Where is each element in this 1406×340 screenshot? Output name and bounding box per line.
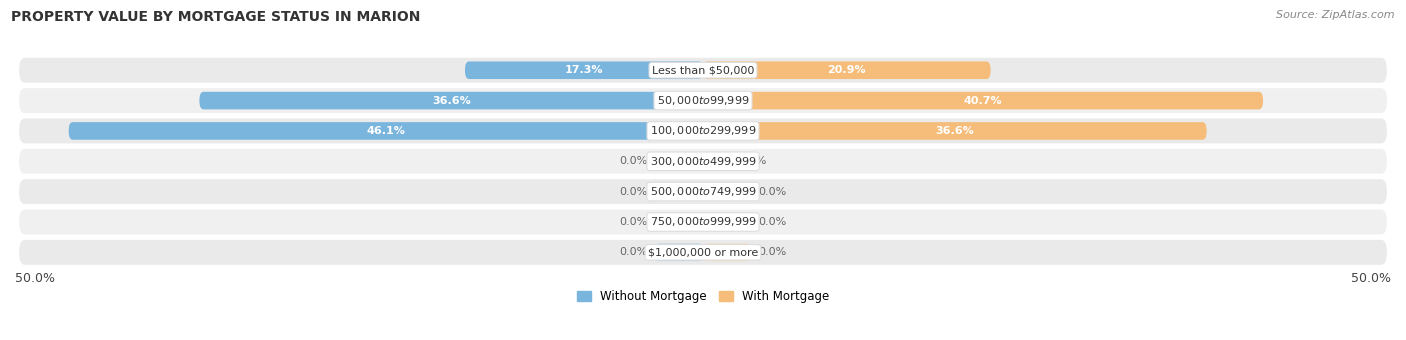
Text: 0.0%: 0.0% — [620, 187, 648, 197]
FancyBboxPatch shape — [703, 152, 728, 170]
Text: 20.9%: 20.9% — [828, 65, 866, 75]
Text: 17.3%: 17.3% — [565, 65, 603, 75]
Text: 40.7%: 40.7% — [963, 96, 1002, 106]
Text: 0.0%: 0.0% — [758, 187, 786, 197]
FancyBboxPatch shape — [655, 152, 703, 170]
Text: 0.0%: 0.0% — [620, 156, 648, 166]
FancyBboxPatch shape — [465, 62, 703, 79]
Text: 50.0%: 50.0% — [1351, 272, 1391, 285]
Text: Source: ZipAtlas.com: Source: ZipAtlas.com — [1277, 10, 1395, 20]
FancyBboxPatch shape — [655, 213, 703, 231]
FancyBboxPatch shape — [20, 149, 1386, 174]
FancyBboxPatch shape — [20, 88, 1386, 113]
FancyBboxPatch shape — [655, 243, 703, 261]
Text: $500,000 to $749,999: $500,000 to $749,999 — [650, 185, 756, 198]
Text: $1,000,000 or more: $1,000,000 or more — [648, 247, 758, 257]
FancyBboxPatch shape — [703, 92, 1263, 109]
Text: 0.0%: 0.0% — [620, 217, 648, 227]
FancyBboxPatch shape — [20, 209, 1386, 234]
FancyBboxPatch shape — [20, 119, 1386, 143]
Text: PROPERTY VALUE BY MORTGAGE STATUS IN MARION: PROPERTY VALUE BY MORTGAGE STATUS IN MAR… — [11, 10, 420, 24]
FancyBboxPatch shape — [20, 240, 1386, 265]
FancyBboxPatch shape — [703, 243, 751, 261]
Legend: Without Mortgage, With Mortgage: Without Mortgage, With Mortgage — [572, 286, 834, 308]
Text: 50.0%: 50.0% — [15, 272, 55, 285]
FancyBboxPatch shape — [69, 122, 703, 140]
Text: 0.0%: 0.0% — [758, 217, 786, 227]
Text: $300,000 to $499,999: $300,000 to $499,999 — [650, 155, 756, 168]
Text: $50,000 to $99,999: $50,000 to $99,999 — [657, 94, 749, 107]
Text: $100,000 to $299,999: $100,000 to $299,999 — [650, 124, 756, 137]
FancyBboxPatch shape — [200, 92, 703, 109]
FancyBboxPatch shape — [20, 179, 1386, 204]
Text: 36.6%: 36.6% — [935, 126, 974, 136]
FancyBboxPatch shape — [20, 58, 1386, 83]
Text: $750,000 to $999,999: $750,000 to $999,999 — [650, 216, 756, 228]
FancyBboxPatch shape — [655, 183, 703, 201]
Text: 0.0%: 0.0% — [758, 247, 786, 257]
FancyBboxPatch shape — [703, 213, 751, 231]
FancyBboxPatch shape — [703, 122, 1206, 140]
Text: 1.8%: 1.8% — [738, 156, 768, 166]
FancyBboxPatch shape — [703, 183, 751, 201]
FancyBboxPatch shape — [703, 62, 991, 79]
Text: 0.0%: 0.0% — [620, 247, 648, 257]
Text: 36.6%: 36.6% — [432, 96, 471, 106]
Text: 46.1%: 46.1% — [367, 126, 405, 136]
Text: Less than $50,000: Less than $50,000 — [652, 65, 754, 75]
